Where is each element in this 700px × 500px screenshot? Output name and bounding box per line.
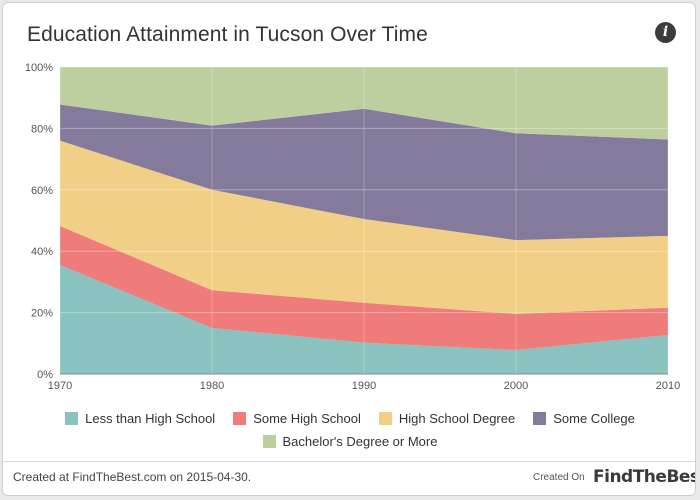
brand-logo[interactable]: FindTheBest bbox=[593, 467, 696, 487]
area-bachelor-s-degree-or-more[interactable] bbox=[60, 67, 668, 140]
legend-label: High School Degree bbox=[398, 411, 516, 426]
legend-item[interactable]: Bachelor's Degree or More bbox=[262, 434, 438, 449]
area-high-school-degree[interactable] bbox=[60, 140, 668, 314]
created-on-label: Created On bbox=[533, 472, 585, 483]
legend-swatch bbox=[65, 412, 79, 425]
legend-item[interactable]: Some College bbox=[533, 411, 635, 426]
legend-swatch bbox=[378, 412, 392, 425]
area-chart: 0% 20% 40% 60% 80% 100% 1970 1980 1990 2000 2010 bbox=[25, 62, 680, 392]
footer-credit: Created at FindTheBest.com on 2015-04-30… bbox=[13, 470, 252, 484]
y-tick-label: 0% bbox=[37, 369, 53, 381]
legend-row: Less than High School Some High School Hig… bbox=[3, 411, 695, 426]
legend-item[interactable]: High School Degree bbox=[378, 411, 516, 426]
y-tick-label: 100% bbox=[25, 62, 53, 74]
footer: Created at FindTheBest.com on 2015-04-30… bbox=[3, 461, 696, 495]
x-tick-label: 1990 bbox=[352, 380, 376, 392]
x-tick-label: 2010 bbox=[656, 380, 680, 392]
legend-label: Bachelor's Degree or More bbox=[282, 434, 438, 449]
x-tick-label: 1970 bbox=[48, 380, 72, 392]
y-tick-label: 80% bbox=[31, 123, 53, 135]
legend: Less than High School Some High School Hig… bbox=[3, 411, 695, 457]
legend-swatch bbox=[533, 412, 547, 425]
legend-item[interactable]: Less than High School bbox=[65, 411, 215, 426]
area-some-college[interactable] bbox=[60, 104, 668, 241]
x-tick-label: 1980 bbox=[200, 380, 224, 392]
x-tick-label: 2000 bbox=[504, 380, 528, 392]
info-icon[interactable]: i bbox=[655, 22, 676, 43]
legend-label: Less than High School bbox=[85, 411, 216, 426]
chart-card: Education Attainment in Tucson Over Time… bbox=[2, 2, 696, 496]
area-some-high-school[interactable] bbox=[60, 226, 668, 351]
y-tick-label: 60% bbox=[31, 185, 53, 197]
legend-swatch bbox=[233, 412, 247, 425]
legend-label: Some College bbox=[553, 411, 635, 426]
y-tick-label: 40% bbox=[31, 246, 53, 258]
area-less-than-high-school[interactable] bbox=[60, 265, 668, 374]
legend-label: Some High School bbox=[253, 411, 361, 426]
y-tick-label: 20% bbox=[31, 308, 53, 320]
legend-item[interactable]: Some High School bbox=[233, 411, 361, 426]
legend-row: Bachelor's Degree or More bbox=[3, 434, 695, 449]
legend-swatch bbox=[262, 435, 276, 448]
chart-title: Education Attainment in Tucson Over Time bbox=[27, 23, 428, 46]
